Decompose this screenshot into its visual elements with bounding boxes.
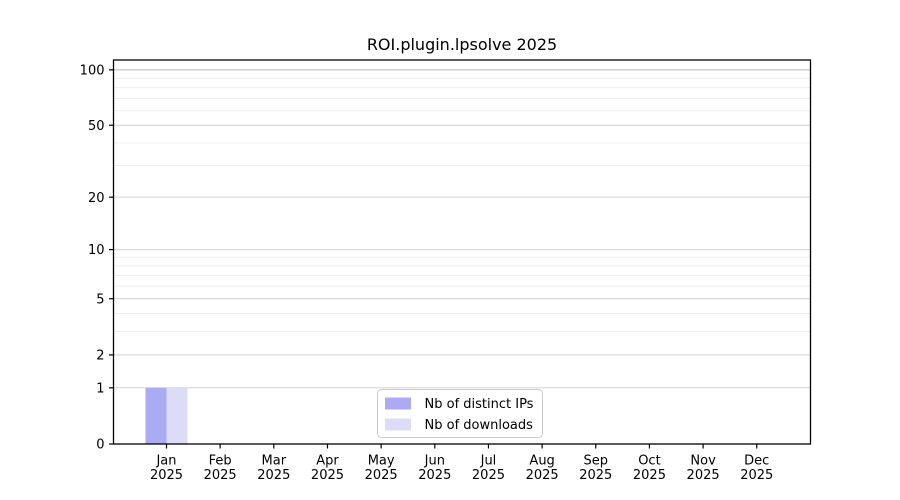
x-tick-label-oct: Oct 2025 xyxy=(633,454,666,484)
legend-box xyxy=(377,389,543,438)
y-tick-label-50: 50 xyxy=(88,119,105,134)
bar-nb-of-downloads-jan xyxy=(166,387,188,444)
y-tick-label-2: 2 xyxy=(96,349,104,364)
x-tick-label-feb: Feb 2025 xyxy=(204,454,237,484)
legend-swatch-nb-of-distinct-ips xyxy=(385,397,411,410)
legend-label-nb-of-downloads: Nb of downloads xyxy=(425,418,534,433)
x-tick-label-may: May 2025 xyxy=(365,454,398,484)
x-tick-label-dec: Dec 2025 xyxy=(740,454,773,484)
legend-swatch-nb-of-downloads xyxy=(385,418,411,431)
y-tick-label-10: 10 xyxy=(88,243,105,258)
x-tick-label-nov: Nov 2025 xyxy=(687,454,720,484)
legend-label-nb-of-distinct-ips: Nb of distinct IPs xyxy=(425,397,534,412)
chart-title: ROI.plugin.lpsolve 2025 xyxy=(366,35,558,54)
x-tick-label-jan: Jan 2025 xyxy=(150,454,183,484)
bar-nb-of-distinct-ips-jan xyxy=(145,387,167,444)
plot-frame xyxy=(112,59,812,445)
y-tick-label-20: 20 xyxy=(88,191,105,206)
x-tick-label-aug: Aug 2025 xyxy=(526,454,559,484)
y-tick-label-1: 1 xyxy=(96,381,104,396)
x-tick-label-jul: Jul 2025 xyxy=(472,454,505,484)
y-tick-label-0: 0 xyxy=(96,438,104,453)
y-tick-label-100: 100 xyxy=(80,63,105,78)
x-tick-label-jun: Jun 2025 xyxy=(418,454,451,484)
y-tick-label-5: 5 xyxy=(96,292,104,307)
x-tick-label-mar: Mar 2025 xyxy=(257,454,290,484)
x-tick-label-apr: Apr 2025 xyxy=(311,454,344,484)
x-tick-label-sep: Sep 2025 xyxy=(579,454,612,484)
